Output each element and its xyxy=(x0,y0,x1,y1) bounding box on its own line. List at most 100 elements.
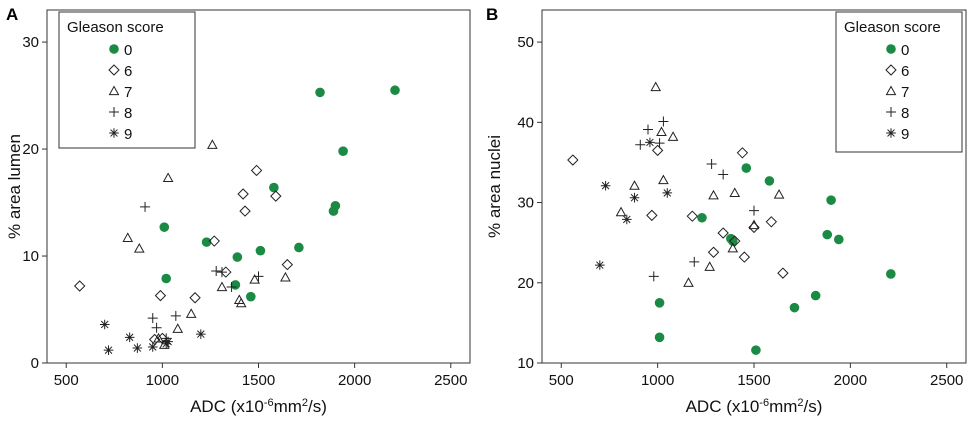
legend-marker xyxy=(108,64,120,76)
data-point xyxy=(826,195,836,205)
data-point xyxy=(99,319,110,330)
data-point xyxy=(140,201,151,212)
legend-marker xyxy=(885,64,897,76)
data-point xyxy=(330,200,341,211)
data-point xyxy=(765,216,778,228)
data-point xyxy=(749,205,759,216)
data-point xyxy=(748,219,760,230)
data-point xyxy=(239,205,251,217)
data-point xyxy=(643,124,653,135)
data-point xyxy=(147,313,158,324)
data-point xyxy=(253,271,264,282)
legend-box xyxy=(58,11,196,149)
data-point xyxy=(707,246,720,258)
data-point xyxy=(648,271,659,282)
legend: Gleason score 0 6 7 8 9 xyxy=(835,11,963,153)
data-point xyxy=(249,274,261,284)
data-point xyxy=(216,281,228,292)
panel-b: B 500 1000 1500 2000 2500 10 20 30 40 50 ADC (x10-6… xyxy=(485,5,967,416)
data-point xyxy=(886,269,896,279)
x-tick-label: 1500 xyxy=(737,372,770,389)
y-tick-label: 20 xyxy=(517,275,534,292)
series-6 xyxy=(73,164,294,346)
data-point xyxy=(163,336,173,347)
data-point xyxy=(729,235,741,247)
data-point xyxy=(250,164,263,177)
data-point xyxy=(315,87,325,98)
legend: Gleason score 0 6 7 8 9 xyxy=(58,11,196,149)
legend-marker xyxy=(108,85,120,96)
data-point xyxy=(281,258,294,271)
series-8 xyxy=(140,201,264,344)
legend-entry-label: 6 xyxy=(124,63,132,80)
data-point xyxy=(103,345,114,355)
data-point xyxy=(615,206,627,217)
data-point xyxy=(662,188,673,198)
data-point xyxy=(159,222,170,232)
series-9 xyxy=(595,137,673,270)
panel-letter: B xyxy=(486,5,498,24)
data-point xyxy=(124,332,135,343)
data-point xyxy=(294,242,304,253)
data-point xyxy=(147,342,158,352)
data-point xyxy=(650,81,662,92)
data-point xyxy=(207,139,218,149)
data-point xyxy=(161,273,172,284)
data-point xyxy=(220,266,232,278)
data-point xyxy=(764,176,775,186)
data-point xyxy=(697,212,707,223)
legend-marker xyxy=(109,128,119,138)
y-tick-label: 50 xyxy=(517,34,534,51)
data-point xyxy=(789,302,800,313)
x-axis-label: ADC (x10-6mm2/s) xyxy=(686,397,823,416)
data-point xyxy=(196,329,206,339)
legend-entry-label: 0 xyxy=(124,42,132,59)
data-point xyxy=(185,308,197,318)
data-point xyxy=(773,188,785,199)
series-8 xyxy=(635,116,759,282)
series-6 xyxy=(567,144,789,279)
data-point xyxy=(73,280,86,292)
data-point xyxy=(132,343,143,353)
legend-entry-label: 0 xyxy=(901,42,909,59)
data-point xyxy=(751,345,761,355)
data-point xyxy=(683,277,694,287)
data-point xyxy=(567,154,579,166)
data-point xyxy=(162,172,174,183)
data-point xyxy=(172,323,184,333)
data-point xyxy=(834,234,844,245)
data-point xyxy=(595,260,605,270)
data-point xyxy=(717,227,729,239)
legend-entry-label: 6 xyxy=(901,63,909,80)
data-point xyxy=(390,85,400,96)
y-tick-label: 10 xyxy=(22,248,39,265)
legend-title: Gleason score xyxy=(67,19,164,36)
data-point xyxy=(738,251,751,263)
data-point xyxy=(189,292,201,304)
legend-marker xyxy=(885,85,897,96)
data-point xyxy=(654,298,665,308)
data-point xyxy=(151,322,162,333)
legend-entry-label: 9 xyxy=(124,126,132,143)
y-axis-label: % area lumen xyxy=(5,134,24,239)
legend-marker xyxy=(886,107,896,117)
data-point xyxy=(216,267,227,278)
data-point xyxy=(728,236,738,246)
y-tick-label: 10 xyxy=(517,355,534,372)
legend-box xyxy=(835,11,963,153)
data-point xyxy=(708,189,719,200)
data-point xyxy=(656,126,667,137)
data-point xyxy=(255,245,266,256)
series-0 xyxy=(159,85,400,302)
data-point xyxy=(201,237,212,247)
data-point xyxy=(718,169,729,180)
data-point xyxy=(686,210,699,222)
x-tick-label: 2500 xyxy=(930,372,963,389)
data-point xyxy=(622,214,632,225)
data-point xyxy=(170,310,181,321)
data-point xyxy=(629,180,640,190)
data-point xyxy=(153,332,164,343)
data-point xyxy=(635,139,646,150)
y-tick-label: 30 xyxy=(517,195,534,212)
